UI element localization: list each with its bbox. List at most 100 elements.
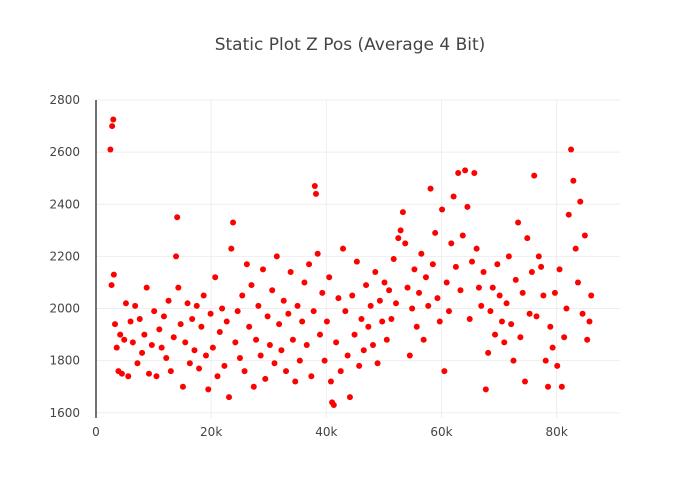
data-point xyxy=(232,339,239,346)
data-point xyxy=(108,282,115,289)
data-point xyxy=(429,261,436,268)
data-point xyxy=(264,313,271,320)
data-point xyxy=(262,375,269,382)
data-point xyxy=(253,336,260,343)
data-point xyxy=(469,258,476,265)
data-point xyxy=(353,258,360,265)
data-point xyxy=(327,378,334,385)
data-point xyxy=(351,331,358,338)
data-point xyxy=(323,318,330,325)
data-point xyxy=(572,245,579,252)
data-point xyxy=(311,183,318,190)
y-tick-label: 2200 xyxy=(49,249,80,263)
data-point xyxy=(207,310,214,317)
x-tick-label: 80k xyxy=(546,425,568,439)
data-point xyxy=(196,365,203,372)
data-point xyxy=(127,318,134,325)
x-tick-label: 60k xyxy=(430,425,452,439)
data-point xyxy=(143,284,150,291)
data-point xyxy=(542,357,549,364)
data-point xyxy=(487,308,494,315)
data-point xyxy=(480,269,487,276)
data-point xyxy=(132,302,139,309)
data-point xyxy=(379,318,386,325)
data-point xyxy=(399,209,406,216)
data-point xyxy=(393,300,400,307)
data-point xyxy=(228,245,235,252)
data-point xyxy=(376,297,383,304)
data-point xyxy=(508,321,515,328)
data-point xyxy=(358,315,365,322)
data-point xyxy=(333,339,340,346)
data-point xyxy=(528,269,535,276)
data-point xyxy=(271,360,278,367)
data-point xyxy=(113,344,120,351)
data-point xyxy=(448,240,455,247)
data-point xyxy=(482,386,489,393)
data-point xyxy=(308,373,315,380)
data-point xyxy=(397,227,404,234)
data-point xyxy=(280,297,287,304)
data-point xyxy=(310,308,317,315)
data-point xyxy=(136,315,143,322)
data-point xyxy=(455,169,462,176)
data-point xyxy=(193,302,200,309)
y-tick-label: 2400 xyxy=(49,197,80,211)
data-point xyxy=(538,263,545,270)
data-point xyxy=(584,336,591,343)
data-point xyxy=(365,323,372,330)
data-point xyxy=(466,315,473,322)
y-tick-label: 2600 xyxy=(49,145,80,159)
data-point xyxy=(494,261,501,268)
data-point xyxy=(390,256,397,262)
data-point xyxy=(259,266,266,273)
data-point xyxy=(586,318,593,325)
data-point xyxy=(177,321,184,328)
data-point xyxy=(452,263,459,270)
data-point xyxy=(579,310,586,317)
data-point xyxy=(441,368,448,375)
data-point xyxy=(326,274,333,281)
data-point xyxy=(475,284,482,291)
x-tick-label: 40k xyxy=(315,425,337,439)
data-point xyxy=(289,336,296,343)
data-point xyxy=(383,336,390,343)
data-point xyxy=(436,318,443,325)
data-point xyxy=(464,203,471,210)
data-point xyxy=(545,383,552,390)
data-point xyxy=(524,235,531,242)
data-point xyxy=(173,253,180,260)
data-point xyxy=(303,342,310,349)
data-point xyxy=(219,305,226,312)
data-point xyxy=(413,323,420,330)
data-point xyxy=(505,253,512,260)
data-points xyxy=(107,116,595,408)
data-point xyxy=(226,394,233,401)
data-point xyxy=(547,323,554,330)
data-point xyxy=(337,368,344,375)
data-point xyxy=(243,261,250,268)
data-point xyxy=(406,352,413,359)
data-point xyxy=(402,240,409,247)
data-point xyxy=(179,383,186,390)
data-point xyxy=(450,193,457,200)
data-point xyxy=(148,342,155,349)
data-point xyxy=(107,146,114,153)
data-point xyxy=(296,357,303,364)
data-point xyxy=(276,321,283,328)
data-point xyxy=(283,368,290,375)
data-point xyxy=(356,362,363,369)
data-point xyxy=(360,347,367,354)
data-point xyxy=(346,394,353,401)
data-point xyxy=(209,344,216,351)
data-point xyxy=(241,368,248,375)
y-tick-label: 1600 xyxy=(49,406,80,420)
data-point xyxy=(117,331,124,338)
data-point xyxy=(422,274,429,281)
data-point xyxy=(109,123,116,130)
data-point xyxy=(321,357,328,364)
data-point xyxy=(139,349,146,356)
data-point xyxy=(533,313,540,320)
data-point xyxy=(503,300,510,307)
